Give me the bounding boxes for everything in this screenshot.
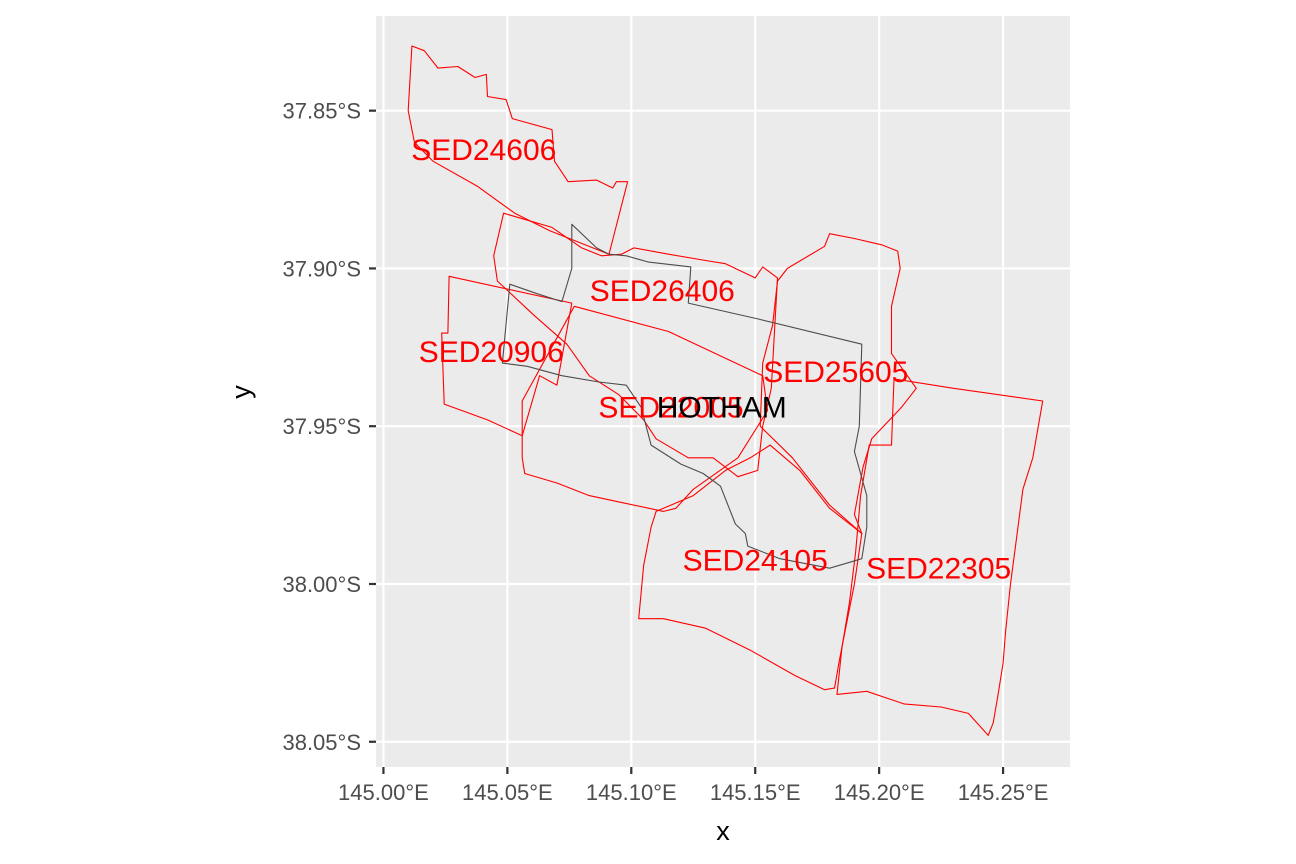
region-boundary-sed25605 bbox=[759, 233, 917, 535]
x-tick-label: 145.25°E bbox=[958, 780, 1049, 805]
x-tick-label: 145.00°E bbox=[338, 780, 429, 805]
y-axis: 37.85°S 37.90°S 37.95°S 38.00°S 38.05°S bbox=[282, 99, 376, 755]
y-tick-label: 37.85°S bbox=[282, 99, 361, 124]
region-boundary-sed22305 bbox=[836, 378, 1044, 736]
y-axis-title: y bbox=[226, 385, 256, 399]
y-tick-label: 38.00°S bbox=[282, 572, 361, 597]
x-tick-label: 145.20°E bbox=[834, 780, 925, 805]
region-boundary-sed24606 bbox=[407, 45, 629, 255]
sed-regions bbox=[407, 45, 1044, 736]
region-boundary-sed20906 bbox=[441, 275, 573, 437]
x-tick-label: 145.15°E bbox=[710, 780, 801, 805]
x-tick-label: 145.10°E bbox=[586, 780, 677, 805]
region-label-sed22305: SED22305 bbox=[866, 553, 1011, 586]
x-axis-title: x bbox=[716, 816, 730, 846]
region-boundary-sed26406 bbox=[493, 212, 779, 478]
y-tick-label: 37.90°S bbox=[282, 256, 361, 281]
region-label-sed25605: SED25605 bbox=[763, 356, 908, 389]
region-label-sed22005: SED22005 bbox=[598, 392, 743, 425]
region-label-sed20906: SED20906 bbox=[419, 336, 564, 369]
grid-lines bbox=[376, 16, 1070, 767]
focus-boundary-hotham bbox=[501, 223, 868, 569]
x-axis: 145.00°E 145.05°E 145.10°E 145.15°E 145.20°E… bbox=[338, 767, 1048, 805]
region-labels: SED24606 SED26406 SED20906 SED22005 SED25605… bbox=[411, 134, 1011, 585]
region-label-sed24606: SED24606 bbox=[411, 134, 556, 167]
region-boundary-sed22005 bbox=[521, 305, 769, 512]
x-tick-label: 145.05°E bbox=[462, 780, 553, 805]
focus-label-hotham: HOTHAM bbox=[657, 392, 787, 425]
y-tick-label: 38.05°S bbox=[282, 730, 361, 755]
y-tick-label: 37.95°S bbox=[282, 414, 361, 439]
region-label-sed24105: SED24105 bbox=[683, 544, 828, 577]
region-boundary-sed24105 bbox=[638, 444, 863, 691]
focus-district bbox=[501, 223, 868, 569]
plot-panel bbox=[376, 16, 1070, 767]
region-label-sed26406: SED26406 bbox=[590, 275, 735, 308]
